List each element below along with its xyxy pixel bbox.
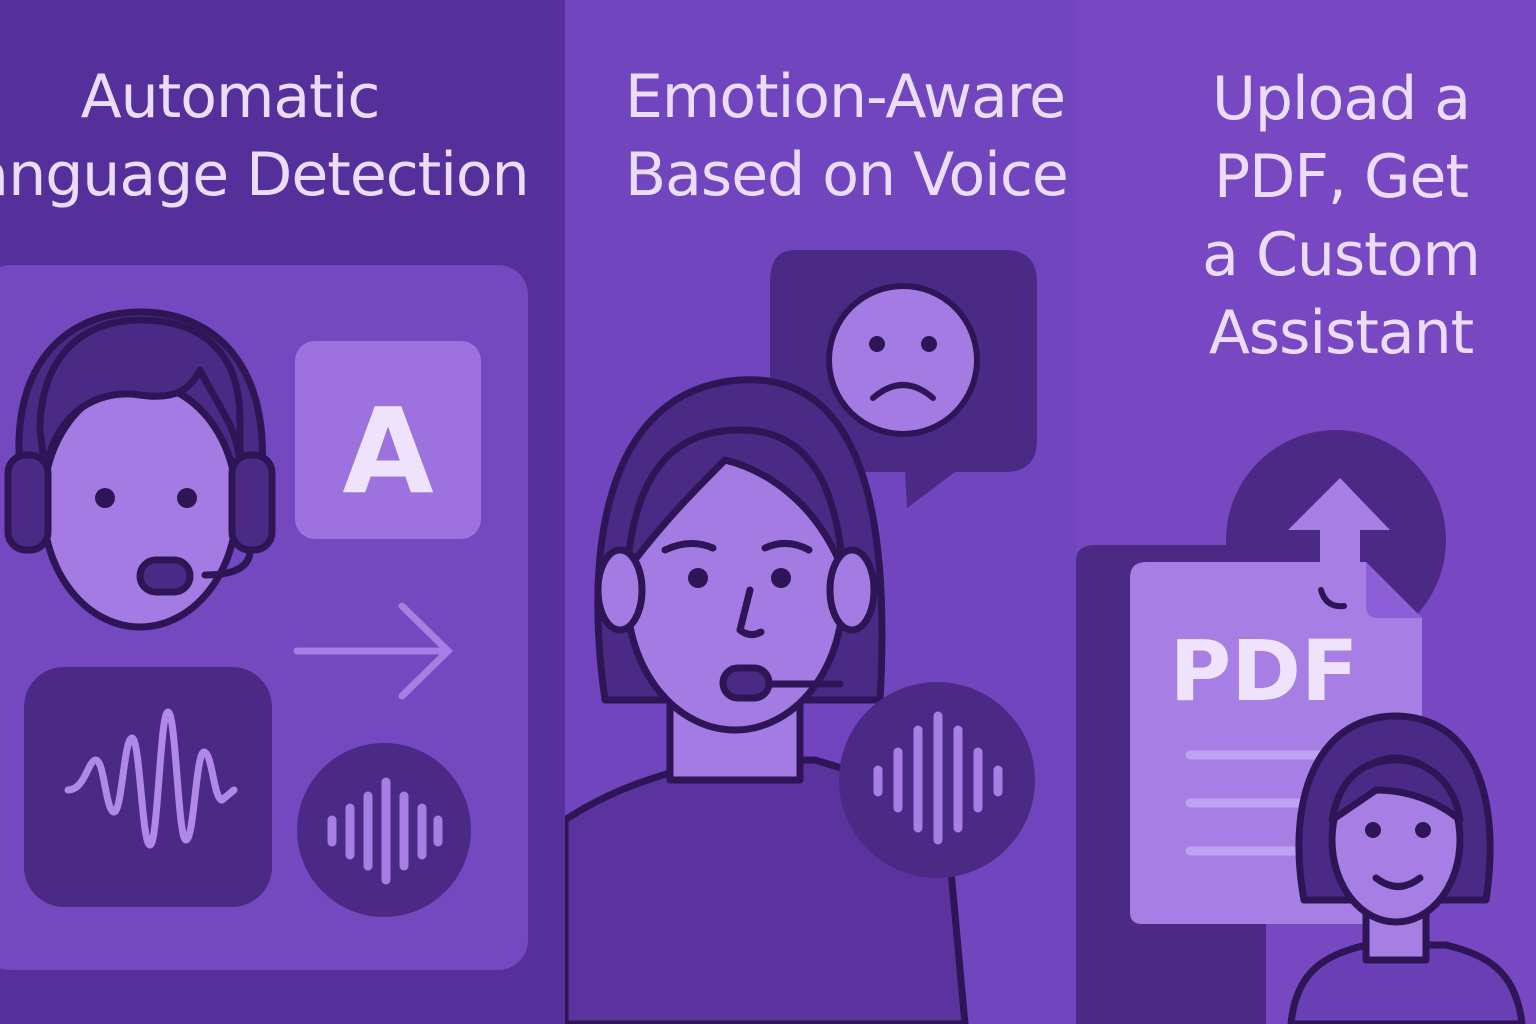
waveform-icon	[24, 667, 272, 907]
heading-emotion-aware: Emotion-Aware Based on Voice	[625, 58, 1069, 214]
arrow-right-icon	[293, 602, 454, 700]
voice-bars-icon	[839, 682, 1035, 878]
heading-line-3: a Custom	[1202, 220, 1481, 290]
panel-language-detection: Automatic Language Detection A	[0, 0, 565, 1024]
heading-line-2: Based on Voice	[625, 140, 1069, 210]
heading-language-detection: Automatic Language Detection	[0, 58, 530, 214]
heading-line-2: PDF, Get	[1214, 142, 1469, 212]
voice-bars-icon	[297, 743, 471, 917]
panel-emotion-aware: Emotion-Aware Based on Voice	[565, 0, 1076, 1024]
assistant-avatar-icon	[1287, 712, 1526, 1024]
headset-agent-woman-icon	[565, 376, 969, 1024]
heading-pdf-assistant: Upload a PDF, Get a Custom Assistant	[1176, 60, 1506, 372]
heading-line-1: Upload a	[1211, 64, 1471, 134]
letter-a-icon: A	[295, 341, 481, 539]
heading-line-1: Emotion-Aware	[625, 62, 1066, 132]
heading-line-2: Language Detection	[0, 140, 530, 210]
heading-line-1: Automatic	[80, 62, 381, 132]
sad-face-icon	[826, 283, 980, 437]
pdf-label: PDF	[1170, 622, 1359, 720]
heading-line-4: Assistant	[1208, 298, 1474, 368]
language-detection-illustration: A	[0, 265, 528, 970]
headset-agent-icon	[4, 308, 276, 631]
emotion-aware-illustration	[565, 250, 1037, 1024]
panel-pdf-assistant: Upload a PDF, Get a Custom Assistant PDF	[1076, 0, 1536, 1024]
pdf-assistant-illustration: PDF	[1076, 430, 1526, 1024]
letter-tile-text: A	[342, 382, 433, 520]
